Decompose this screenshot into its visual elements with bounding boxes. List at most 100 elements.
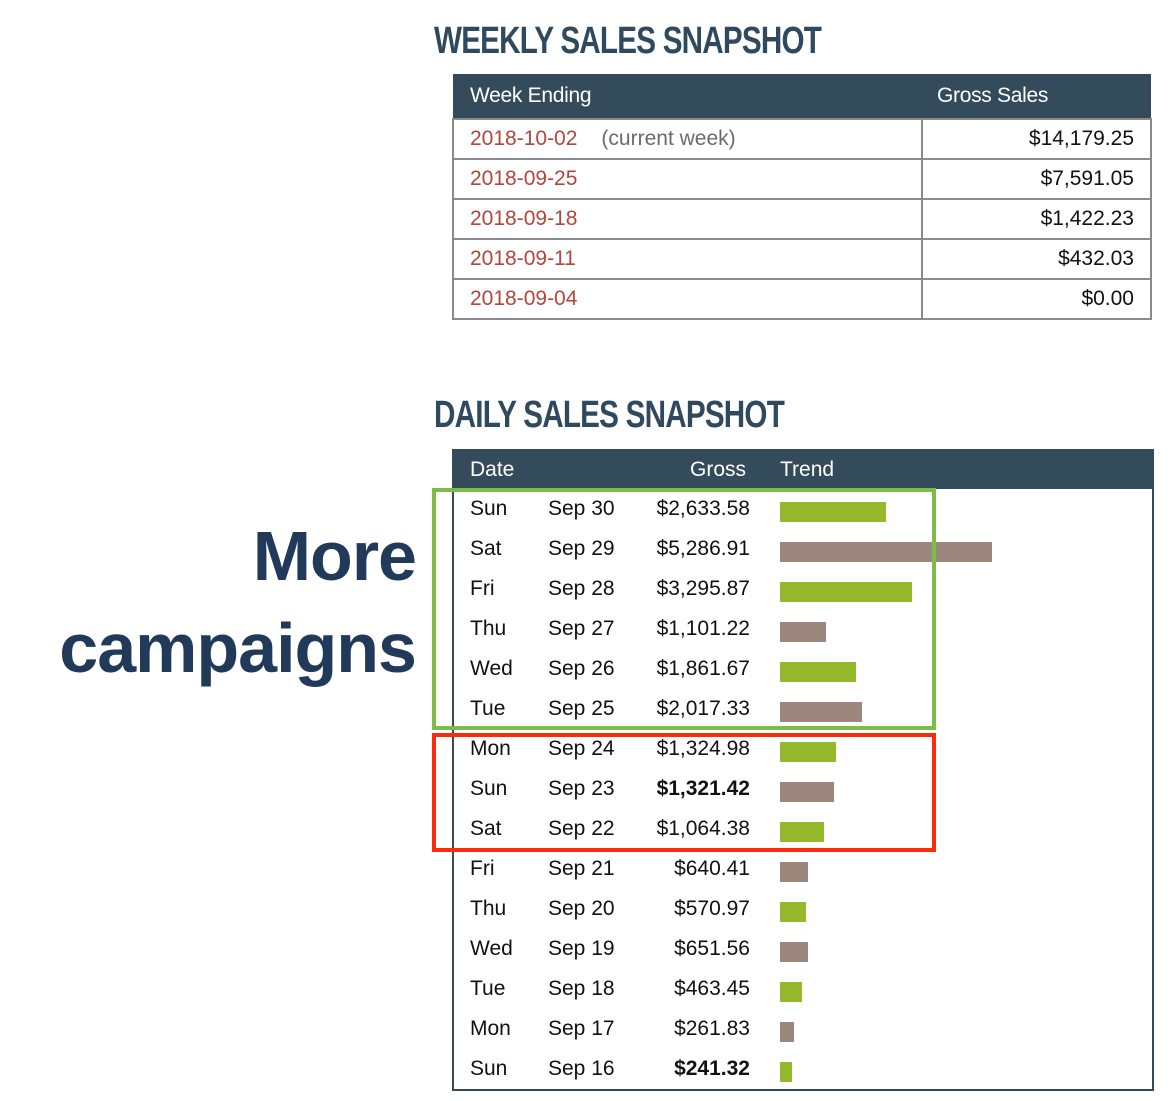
trend-bar	[780, 942, 808, 962]
daily-header-row: Date Gross Trend	[454, 449, 1152, 489]
day-gross: $261.83	[674, 1017, 750, 1040]
week-date-link[interactable]: 2018-09-25	[470, 167, 578, 190]
day-date: Sep 25	[548, 697, 615, 720]
week-ending-cell: 2018-09-04	[452, 278, 923, 320]
trend-bar	[780, 822, 824, 842]
day-gross: $651.56	[674, 937, 750, 960]
gross-header: Gross	[690, 458, 747, 481]
week-date-link[interactable]: 2018-10-02	[470, 127, 578, 150]
trend-header: Trend	[780, 458, 835, 481]
day-gross: $463.45	[674, 977, 750, 1000]
trend-bar	[780, 1022, 794, 1042]
weekly-header-row: Week Ending Gross Sales	[453, 74, 1151, 119]
daily-row: Mon Sep 17 $261.83	[454, 1009, 1152, 1049]
day-gross: $1,101.22	[656, 617, 750, 640]
day-of-week: Sun	[470, 777, 508, 800]
trend-bar	[780, 662, 856, 682]
day-gross: $1,321.42	[656, 777, 750, 800]
day-of-week: Fri	[470, 857, 495, 880]
day-date: Sep 21	[548, 857, 615, 880]
day-of-week: Sat	[470, 537, 502, 560]
daily-row: Sat Sep 22 $1,064.38	[454, 809, 1152, 849]
weekly-row: 2018-10-02 (current week) $14,179.25	[452, 118, 1152, 160]
date-header: Date	[470, 458, 515, 481]
red-highlight-box	[432, 733, 936, 852]
week-ending-cell: 2018-10-02 (current week)	[452, 118, 923, 160]
week-date-link[interactable]: 2018-09-18	[470, 207, 578, 230]
annotation-line-2: campaigns	[59, 609, 417, 687]
gross-sales-cell: $1,422.23	[921, 198, 1152, 240]
daily-row: Sun Sep 23 $1,321.42	[454, 769, 1152, 809]
day-date: Sep 18	[548, 977, 615, 1000]
gross-sales-cell: $0.00	[921, 278, 1152, 320]
more-campaigns-annotation: More campaigns	[59, 510, 417, 694]
weekly-sales-table: Week Ending Gross Sales 2018-10-02 (curre…	[452, 74, 1152, 320]
day-gross: $1,064.38	[656, 817, 750, 840]
gross-sales-cell: $14,179.25	[921, 118, 1152, 160]
trend-bar	[780, 902, 806, 922]
day-date: Sep 28	[548, 577, 615, 600]
day-date: Sep 30	[548, 497, 615, 520]
daily-row: Thu Sep 27 $1,101.22	[454, 609, 1152, 649]
week-ending-cell: 2018-09-25	[452, 158, 923, 200]
day-date: Sep 29	[548, 537, 615, 560]
day-of-week: Tue	[470, 977, 506, 1000]
day-date: Sep 20	[548, 897, 615, 920]
gross-sales-cell: $7,591.05	[921, 158, 1152, 200]
weekly-row: 2018-09-11 $432.03	[452, 238, 1152, 280]
trend-bar	[780, 1062, 792, 1082]
trend-bar	[780, 742, 836, 762]
daily-row: Thu Sep 20 $570.97	[454, 889, 1152, 929]
day-gross: $2,017.33	[656, 697, 750, 720]
day-gross: $241.32	[674, 1057, 750, 1080]
day-date: Sep 23	[548, 777, 615, 800]
daily-row: Tue Sep 25 $2,017.33	[454, 689, 1152, 729]
day-date: Sep 24	[548, 737, 615, 760]
daily-row: Tue Sep 18 $463.45	[454, 969, 1152, 1009]
daily-row: Fri Sep 28 $3,295.87	[454, 569, 1152, 609]
day-gross: $5,286.91	[656, 537, 750, 560]
daily-row: Sun Sep 16 $241.32	[454, 1049, 1152, 1089]
daily-row: Sat Sep 29 $5,286.91	[454, 529, 1152, 569]
week-date-link[interactable]: 2018-09-11	[470, 247, 576, 270]
week-ending-cell: 2018-09-18	[452, 198, 923, 240]
week-date-link[interactable]: 2018-09-04	[470, 287, 578, 310]
day-of-week: Tue	[470, 697, 506, 720]
day-date: Sep 19	[548, 937, 615, 960]
day-of-week: Sat	[470, 817, 502, 840]
day-of-week: Sun	[470, 497, 508, 520]
weekly-sales-title: WEEKLY SALES SNAPSHOT	[434, 20, 822, 62]
daily-row: Wed Sep 19 $651.56	[454, 929, 1152, 969]
day-of-week: Thu	[470, 617, 507, 640]
weekly-row: 2018-09-04 $0.00	[452, 278, 1152, 320]
day-date: Sep 27	[548, 617, 615, 640]
day-gross: $3,295.87	[656, 577, 750, 600]
day-of-week: Sun	[470, 1057, 508, 1080]
daily-sales-title: DAILY SALES SNAPSHOT	[434, 394, 785, 436]
day-date: Sep 16	[548, 1057, 615, 1080]
annotation-line-1: More	[252, 517, 417, 595]
gross-sales-header: Gross Sales	[922, 74, 1151, 119]
trend-bar	[780, 782, 834, 802]
day-date: Sep 17	[548, 1017, 615, 1040]
day-gross: $640.41	[674, 857, 750, 880]
day-gross: $1,324.98	[656, 737, 750, 760]
week-ending-cell: 2018-09-11	[452, 238, 923, 280]
green-highlight-box	[432, 488, 936, 730]
day-of-week: Mon	[470, 1017, 511, 1040]
trend-bar	[780, 982, 802, 1002]
trend-bar	[780, 702, 862, 722]
day-gross: $2,633.58	[656, 497, 750, 520]
day-of-week: Wed	[470, 657, 513, 680]
day-date: Sep 26	[548, 657, 615, 680]
daily-row: Wed Sep 26 $1,861.67	[454, 649, 1152, 689]
day-date: Sep 22	[548, 817, 615, 840]
day-gross: $1,861.67	[656, 657, 750, 680]
weekly-row: 2018-09-18 $1,422.23	[452, 198, 1152, 240]
trend-bar	[780, 622, 826, 642]
day-of-week: Fri	[470, 577, 495, 600]
trend-bar	[780, 502, 886, 522]
day-of-week: Mon	[470, 737, 511, 760]
week-note: (current week)	[601, 127, 736, 150]
daily-row: Fri Sep 21 $640.41	[454, 849, 1152, 889]
